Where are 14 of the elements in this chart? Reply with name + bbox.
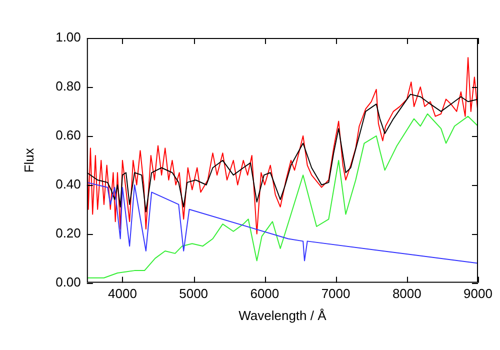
x-tick-label: 6000 xyxy=(250,286,280,302)
x-axis-title: Wavelength / Å xyxy=(238,308,327,323)
x-tick-label: 5000 xyxy=(179,286,208,302)
y-tick-label: 1.00 xyxy=(56,30,81,45)
x-tick-label: 8000 xyxy=(392,286,422,302)
y-tick-label: 0.20 xyxy=(56,225,81,240)
x-tick-label: 4000 xyxy=(108,286,137,302)
x-tick-label: 7000 xyxy=(321,286,350,302)
y-tick-label: 0.60 xyxy=(56,128,81,142)
y-tick-label: 0.00 xyxy=(56,274,81,290)
x-tick-label: 9000 xyxy=(464,286,492,302)
y-tick-label: 0.40 xyxy=(56,176,81,192)
y-tick-label: 0.80 xyxy=(56,78,81,94)
y-axis-title: Flux xyxy=(21,148,36,173)
